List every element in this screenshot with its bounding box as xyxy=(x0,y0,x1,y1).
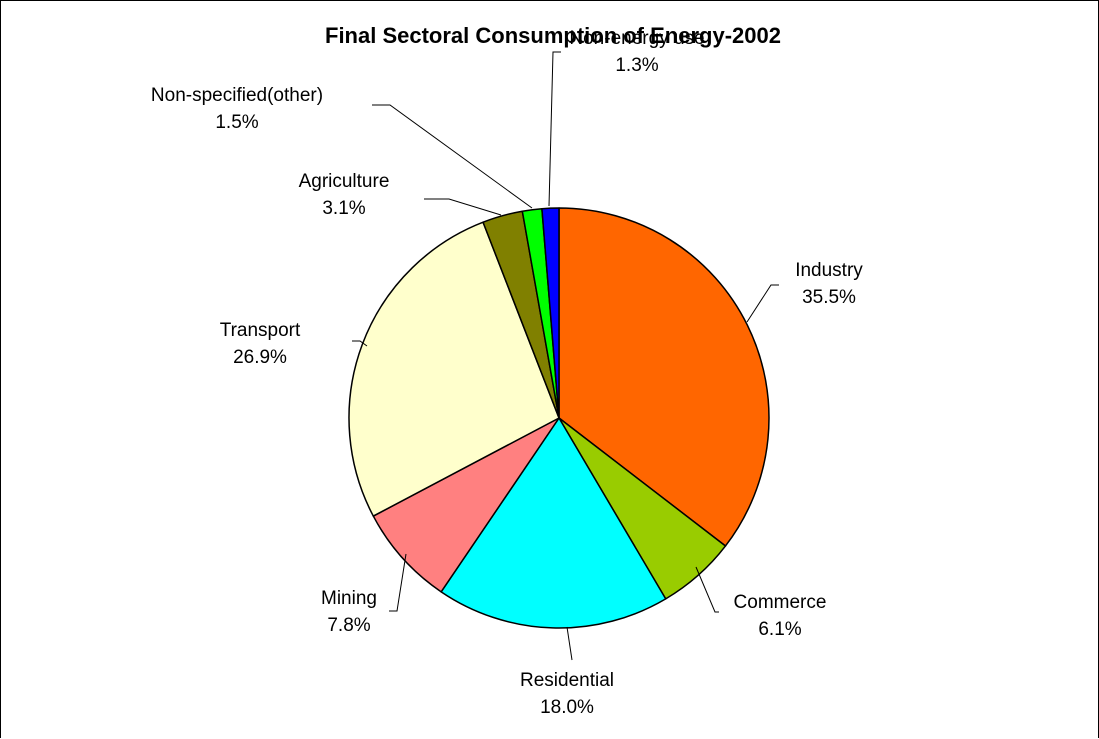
leader-line-commerce xyxy=(695,566,719,613)
data-label-name-non-energy-use: Non-energy use xyxy=(569,28,704,49)
data-label-value-non-energy-use: 1.3% xyxy=(615,55,658,76)
data-label-value-transport: 26.9% xyxy=(233,347,287,368)
data-label-name-industry: Industry xyxy=(795,260,863,281)
leader-line-industry xyxy=(746,284,779,323)
pie-slice-non-energy-use xyxy=(541,207,560,419)
data-labels-layer: Industry 35.5% Commerce 6.1% Residential 18.0… xyxy=(151,28,863,718)
leader-line-non-specified-other xyxy=(372,104,533,209)
chart-title: Final Sectoral Consumption of Energy-200… xyxy=(325,23,781,48)
leader-line-residential xyxy=(566,626,573,661)
pie-slice-transport xyxy=(348,221,560,517)
pie-slice-mining xyxy=(372,417,560,593)
leader-line-transport xyxy=(352,340,368,347)
data-label-value-residential: 18.0% xyxy=(540,697,594,718)
data-label-value-non-specified-other: 1.5% xyxy=(215,112,258,133)
data-label-name-mining: Mining xyxy=(321,588,377,609)
leader-lines-layer xyxy=(352,51,779,661)
pie-slice-residential xyxy=(440,417,667,629)
leader-line-mining xyxy=(389,553,407,612)
data-label-value-commerce: 6.1% xyxy=(758,619,801,640)
data-label-name-non-specified-other: Non-specified(other) xyxy=(151,85,323,106)
leader-line-non-energy-use xyxy=(548,51,561,207)
data-label-name-transport: Transport xyxy=(220,320,301,341)
leader-line-agriculture xyxy=(424,198,502,216)
data-label-name-agriculture: Agriculture xyxy=(299,171,390,192)
slices-layer xyxy=(348,207,770,629)
data-label-value-mining: 7.8% xyxy=(327,615,370,636)
pie-slice-industry xyxy=(558,207,770,547)
data-label-value-industry: 35.5% xyxy=(802,287,856,308)
data-label-value-agriculture: 3.1% xyxy=(322,198,365,219)
data-label-name-commerce: Commerce xyxy=(734,592,827,613)
data-label-name-residential: Residential xyxy=(520,670,614,691)
